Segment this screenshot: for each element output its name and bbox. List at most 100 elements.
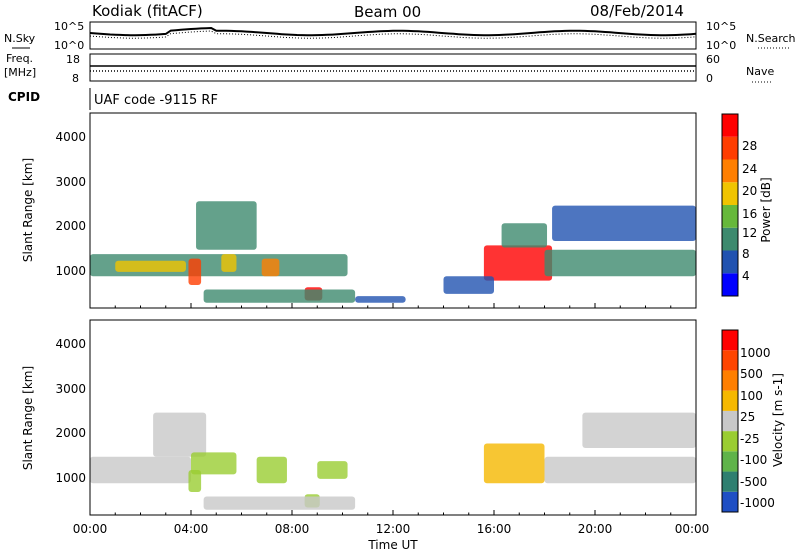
velocity-patch-9 [582, 412, 696, 448]
power-patch-11 [552, 205, 696, 241]
velocity-colorbar [721, 329, 739, 513]
power-ylabel: Slant Range [km] [21, 158, 35, 262]
power-cb-tick-12: 12 [742, 226, 757, 240]
velocity-patch-10 [203, 496, 356, 510]
nsearch-label: N.Search [746, 32, 796, 45]
velocity-patch-1 [153, 412, 207, 457]
power-patch-5 [261, 258, 280, 277]
power-patch-3 [196, 201, 257, 250]
power-patch-13 [355, 296, 406, 303]
x-axis-label: Time UT [367, 538, 418, 552]
vel-ytick-1000: 1000 [55, 471, 86, 485]
power-cb-swatch-7 [722, 114, 738, 137]
power-patch-2 [188, 258, 202, 286]
velocity-patch-8 [544, 456, 696, 484]
power-cb-swatch-0 [722, 273, 738, 296]
power-ytick-3000: 3000 [55, 175, 86, 189]
nsky-trace-line [89, 26, 697, 37]
power-ytick-4000: 4000 [55, 130, 86, 144]
power-ytick-1000: 1000 [55, 264, 86, 278]
power-patch-8 [483, 245, 553, 281]
xtick-1600: 16:00 [477, 522, 512, 536]
cpid-text: UAF code -9115 RF [94, 93, 218, 108]
date-title: 08/Feb/2014 [590, 2, 684, 20]
velocity-cb-swatch-2 [722, 451, 738, 472]
vel-cb-tick-100: 100 [740, 389, 763, 403]
freq-tick-bottom: 8 [72, 72, 79, 85]
vel-cb-tick-m1000: -1000 [740, 496, 775, 510]
xtick-2000: 20:00 [578, 522, 613, 536]
power-cb-ticks: 28 24 20 16 12 8 4 [742, 139, 757, 283]
nsearch-trace-line [89, 30, 697, 39]
xtick-1200: 12:00 [376, 522, 411, 536]
xtick-0400: 04:00 [174, 522, 209, 536]
velocity-patch-0 [90, 456, 191, 484]
vel-cb-tick-25: 25 [740, 410, 755, 424]
velocity-ylabel: Slant Range [km] [21, 366, 35, 470]
vel-ytick-2000: 2000 [55, 426, 86, 440]
velocity-patch-4 [256, 456, 287, 484]
power-patch-10 [544, 249, 696, 277]
velocity-cb-swatch-0 [722, 491, 738, 512]
nave-tick-bottom: 0 [706, 72, 713, 85]
velocity-patch-2 [191, 452, 237, 475]
power-cb-label: Power [dB] [759, 177, 773, 242]
power-cb-swatch-6 [722, 136, 738, 160]
nsearch-tick-bottom: 10^0 [706, 39, 736, 52]
velocity-patch-7 [483, 443, 545, 484]
power-patch-9 [501, 223, 548, 248]
power-panel-frame [89, 112, 697, 309]
xtick-0000-start: 00:00 [73, 522, 108, 536]
power-patch-4 [221, 254, 237, 272]
velocity-cb-ticks: 1000 500 100 25 -25 -100 -500 -1000 [740, 346, 775, 510]
freq-label-line1: Freq. [6, 52, 33, 65]
nsky-tick-bottom: 10^0 [54, 39, 84, 52]
velocity-cb-swatch-6 [722, 370, 738, 391]
power-patch-1 [115, 260, 186, 272]
freq-panel-frame [89, 53, 697, 82]
nsky-label: N.Sky [4, 32, 36, 45]
power-cb-frame [721, 113, 739, 297]
power-cb-tick-8: 8 [742, 247, 750, 261]
power-cb-tick-24: 24 [742, 162, 757, 176]
nave-label: Nave [746, 65, 774, 78]
velocity-patch-3 [188, 470, 202, 493]
velocity-cb-swatch-7 [722, 350, 738, 371]
vel-cb-tick-1000: 1000 [740, 346, 771, 360]
power-patch-7 [203, 289, 356, 303]
xtick-0000-end: 00:00 [675, 522, 710, 536]
power-cb-tick-20: 20 [742, 184, 757, 198]
power-cb-swatch-4 [722, 182, 738, 205]
power-cb-swatch-3 [722, 205, 738, 228]
nsky-tick-top: 10^5 [54, 20, 84, 33]
status-panel-frame [89, 21, 697, 50]
velocity-cb-swatch-1 [722, 471, 738, 492]
vel-ytick-4000: 4000 [55, 337, 86, 351]
velocity-cb-swatch-4 [722, 410, 738, 432]
vel-cb-tick-500: 500 [740, 367, 763, 381]
power-yaxis: 4000 3000 2000 1000 [55, 130, 86, 278]
freq-tick-top: 18 [66, 53, 80, 66]
vel-cb-tick-m25: -25 [740, 432, 760, 446]
power-cb-swatch-5 [722, 159, 738, 183]
velocity-panel-frame [89, 319, 697, 516]
power-heatmap [89, 201, 697, 308]
power-cb-tick-4: 4 [742, 269, 750, 283]
velocity-patch-5 [317, 461, 348, 479]
vel-cb-tick-m500: -500 [740, 475, 767, 489]
velocity-cb-frame [721, 329, 739, 513]
power-cb-swatch-1 [722, 250, 738, 274]
power-colorbar [721, 113, 739, 297]
vel-ytick-3000: 3000 [55, 382, 86, 396]
velocity-heatmap [89, 412, 697, 515]
vel-cb-tick-m100: -100 [740, 453, 767, 467]
power-cb-tick-16: 16 [742, 207, 757, 221]
station-title: Kodiak (fitACF) [92, 2, 203, 20]
cpid-label: CPID [8, 90, 40, 104]
velocity-cb-swatch-3 [722, 431, 738, 452]
velocity-yaxis: 4000 3000 2000 1000 [55, 337, 86, 485]
power-cb-swatch-2 [722, 227, 738, 251]
nsearch-tick-top: 10^5 [706, 20, 736, 33]
beam-title: Beam 00 [354, 3, 421, 21]
